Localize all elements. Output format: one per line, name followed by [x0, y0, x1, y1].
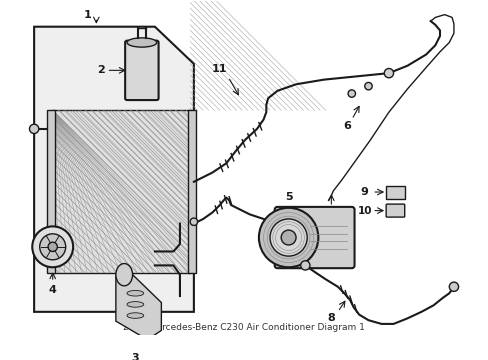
- FancyBboxPatch shape: [386, 204, 404, 217]
- Polygon shape: [116, 275, 161, 340]
- Ellipse shape: [116, 264, 132, 286]
- Circle shape: [364, 82, 371, 90]
- Text: 7: 7: [327, 209, 335, 219]
- Text: 10: 10: [357, 206, 371, 216]
- Text: 1: 1: [83, 10, 91, 20]
- FancyBboxPatch shape: [386, 185, 404, 198]
- Circle shape: [258, 208, 318, 267]
- Circle shape: [32, 226, 73, 267]
- Text: 8: 8: [327, 313, 335, 323]
- FancyBboxPatch shape: [125, 41, 158, 100]
- Text: 6: 6: [343, 121, 350, 131]
- Text: 5: 5: [284, 192, 292, 202]
- Circle shape: [347, 90, 355, 97]
- Text: 3: 3: [131, 353, 139, 360]
- FancyBboxPatch shape: [188, 110, 195, 273]
- Circle shape: [29, 124, 39, 134]
- Ellipse shape: [127, 313, 143, 318]
- Text: 11: 11: [212, 64, 227, 75]
- Circle shape: [40, 234, 65, 260]
- Text: 9: 9: [360, 187, 368, 197]
- Polygon shape: [34, 27, 193, 312]
- Circle shape: [448, 282, 458, 291]
- Circle shape: [269, 219, 306, 256]
- FancyBboxPatch shape: [274, 207, 354, 268]
- Text: 2: 2: [97, 66, 104, 75]
- Ellipse shape: [127, 38, 157, 47]
- Circle shape: [190, 218, 197, 225]
- FancyBboxPatch shape: [47, 110, 55, 273]
- Ellipse shape: [127, 302, 143, 307]
- Circle shape: [281, 230, 295, 245]
- Circle shape: [48, 242, 57, 252]
- Circle shape: [300, 261, 309, 270]
- Text: 2005 Mercedes-Benz C230 Air Conditioner Diagram 1: 2005 Mercedes-Benz C230 Air Conditioner …: [123, 323, 364, 332]
- Ellipse shape: [127, 291, 143, 296]
- FancyBboxPatch shape: [53, 110, 190, 273]
- Circle shape: [384, 68, 393, 78]
- Text: 4: 4: [49, 284, 57, 294]
